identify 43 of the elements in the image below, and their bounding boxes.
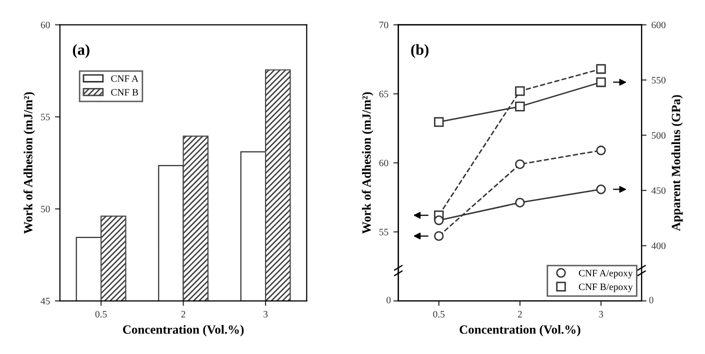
y-tick-label: 70 [380,22,388,28]
y-tick-label: 50 [41,206,50,212]
y2-tick-label: 500 [652,132,666,139]
legend-label: CNF B/epoxy [578,284,633,292]
text: 0 [386,296,391,304]
x-tick-label: 2 [181,310,186,318]
y2-tick-label: 550 [652,76,666,84]
point [434,117,444,127]
legend-label: CNF A [111,75,138,82]
point [434,231,444,241]
point [596,77,606,88]
y-tick-label: 60 [40,22,50,28]
point [596,64,606,74]
y-tick-label: 45 [40,298,50,304]
point [596,184,606,194]
point [515,102,525,112]
x-axis-title: Concentration (Vol.%) [460,324,580,336]
x-tick-label: 2 [518,310,522,318]
y2-tick-label: 400 [651,242,666,250]
y-tick-label: 55 [379,228,388,236]
y-tick-label: 60 [379,160,388,166]
text: (b) [411,44,428,58]
y2-tick-label: 450 [651,187,666,194]
legend-label: CNF B [111,89,138,96]
y2-axis-title: Apparent Modulus (GPa) [671,95,683,232]
x-tick-label: 0.5 [95,310,107,318]
x-axis-title: Concentration (Vol.%) [123,324,244,336]
point [515,159,525,170]
y-axis-title: Work of Adhesion (mJ/m²) [362,92,374,234]
legend-label: CNF A/epoxy [578,270,633,278]
point [596,146,606,156]
text: 0 [649,296,654,304]
y2-tick-label: 600 [652,22,666,28]
y-tick-label: 55 [41,114,50,120]
point [515,86,525,96]
x-tick-label: 0.5 [433,310,445,318]
x-tick-label: 3 [599,310,604,318]
point [434,215,444,226]
point [515,198,525,208]
text: (a) [72,44,90,58]
y-tick-label: 65 [379,90,388,98]
x-tick-label: 3 [264,310,268,318]
y-axis-title: Work of Adhesion (mJ/m²) [23,92,35,234]
